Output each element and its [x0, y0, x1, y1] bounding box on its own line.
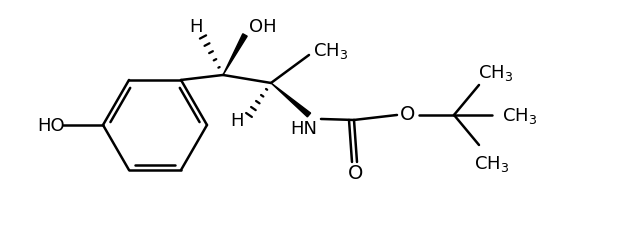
Text: O: O [400, 105, 416, 124]
Text: CH$_3$: CH$_3$ [502, 106, 538, 126]
Text: H: H [230, 112, 244, 130]
Text: CH$_3$: CH$_3$ [474, 153, 509, 173]
Text: OH: OH [249, 18, 277, 36]
Text: O: O [348, 164, 364, 183]
Text: HN: HN [291, 120, 317, 138]
Text: CH$_3$: CH$_3$ [314, 41, 349, 61]
Polygon shape [271, 84, 310, 117]
Text: CH$_3$: CH$_3$ [478, 63, 514, 83]
Text: H: H [189, 18, 203, 36]
Polygon shape [223, 34, 247, 76]
Text: HO: HO [37, 116, 65, 134]
